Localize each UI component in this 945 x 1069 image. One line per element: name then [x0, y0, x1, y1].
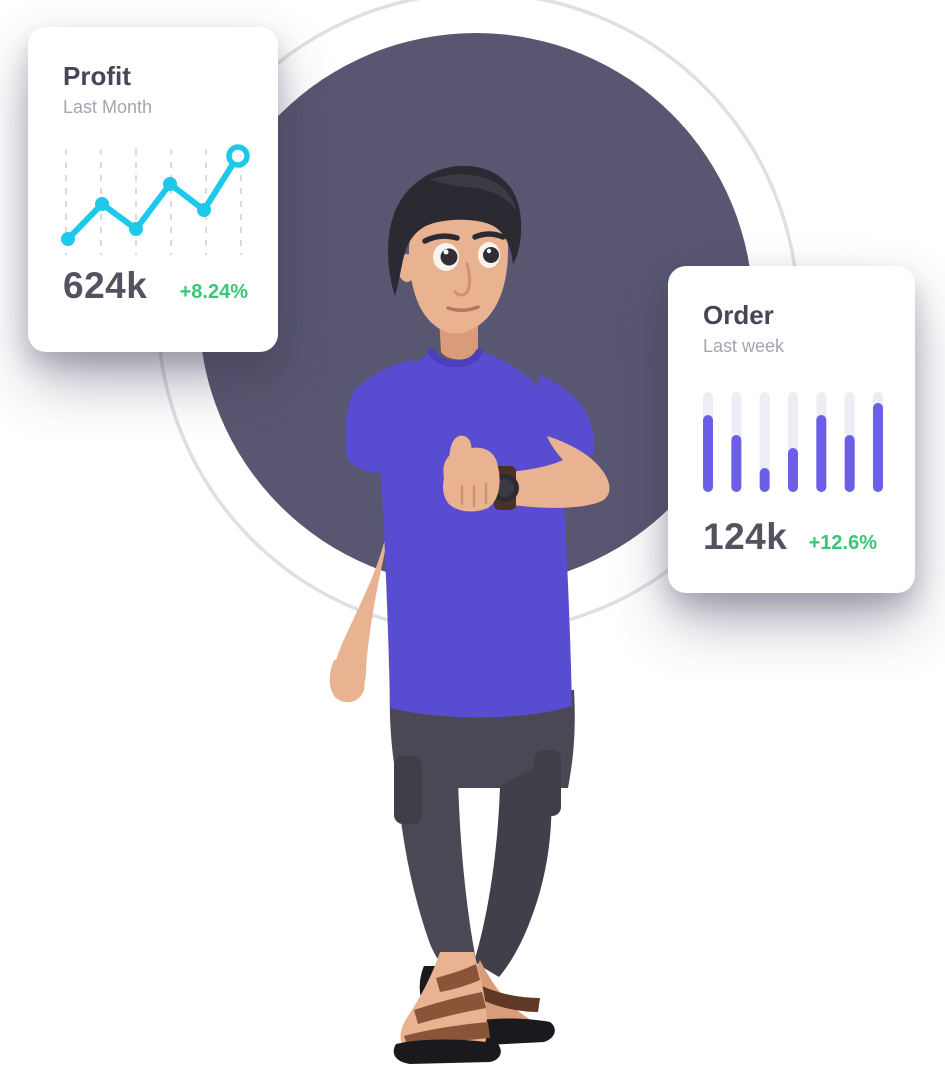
right-pupil: [483, 247, 499, 263]
back-leg: [474, 760, 552, 977]
collar: [427, 348, 483, 368]
bar-track: [759, 392, 770, 492]
line-point: [61, 232, 75, 246]
profit-change-badge: +8.24%: [179, 281, 248, 303]
left-arm: [332, 452, 400, 701]
bar-fill: [872, 403, 883, 492]
left-eyebrow: [422, 233, 460, 244]
thumb-up: [449, 435, 472, 474]
cargo-pocket: [534, 750, 561, 816]
eye-highlight: [486, 248, 492, 254]
front-sandal-sole: [393, 1039, 501, 1064]
hair: [388, 165, 522, 296]
order-title: Order: [703, 300, 774, 330]
line-point: [197, 203, 211, 217]
mouth: [446, 305, 480, 312]
eye-highlight: [443, 249, 449, 255]
profit-value-row: 624k +8.24%: [63, 265, 248, 307]
t-shirt: [378, 351, 572, 718]
profit-card: Profit Last Month 624k +8.24%: [28, 27, 278, 352]
profit-title: Profit: [63, 61, 131, 91]
order-card: Order Last week 124k +12.6%: [668, 266, 915, 593]
order-change-badge: +12.6%: [808, 532, 877, 554]
bar-fill: [816, 415, 827, 492]
order-subtitle: Last week: [703, 336, 785, 356]
left-hand: [329, 660, 365, 703]
front-mid-strap: [414, 992, 486, 1024]
front-ankle-strap: [436, 964, 480, 992]
bar-fill: [731, 435, 742, 492]
profit-value: 624k: [63, 265, 148, 306]
hair-highlight: [430, 174, 516, 210]
cargo-pocket: [394, 756, 422, 824]
profit-trend-line: [65, 153, 241, 242]
order-value: 124k: [703, 516, 788, 557]
line-point: [95, 197, 109, 211]
left-pupil: [440, 248, 458, 266]
nose: [453, 262, 472, 297]
bar-fill: [703, 415, 713, 492]
right-arm: [510, 436, 610, 508]
watch-dial: [496, 479, 514, 497]
back-sandal-strap: [478, 986, 540, 1012]
profit-line-chart: [61, 144, 250, 255]
line-point: [163, 177, 177, 191]
bar-fill: [787, 448, 798, 492]
line-endpoint-ring: [226, 144, 250, 168]
character-3d-man: [329, 165, 610, 1064]
right-eyebrow: [472, 231, 506, 240]
line-point: [129, 222, 143, 236]
finger-creases: [460, 482, 488, 508]
bar-fill: [844, 435, 855, 492]
order-value-row: 124k +12.6%: [703, 516, 877, 558]
profit-subtitle: Last Month: [63, 97, 153, 117]
left-sleeve: [345, 360, 420, 474]
order-bar-chart: [703, 392, 883, 492]
bar-fill: [759, 468, 770, 492]
